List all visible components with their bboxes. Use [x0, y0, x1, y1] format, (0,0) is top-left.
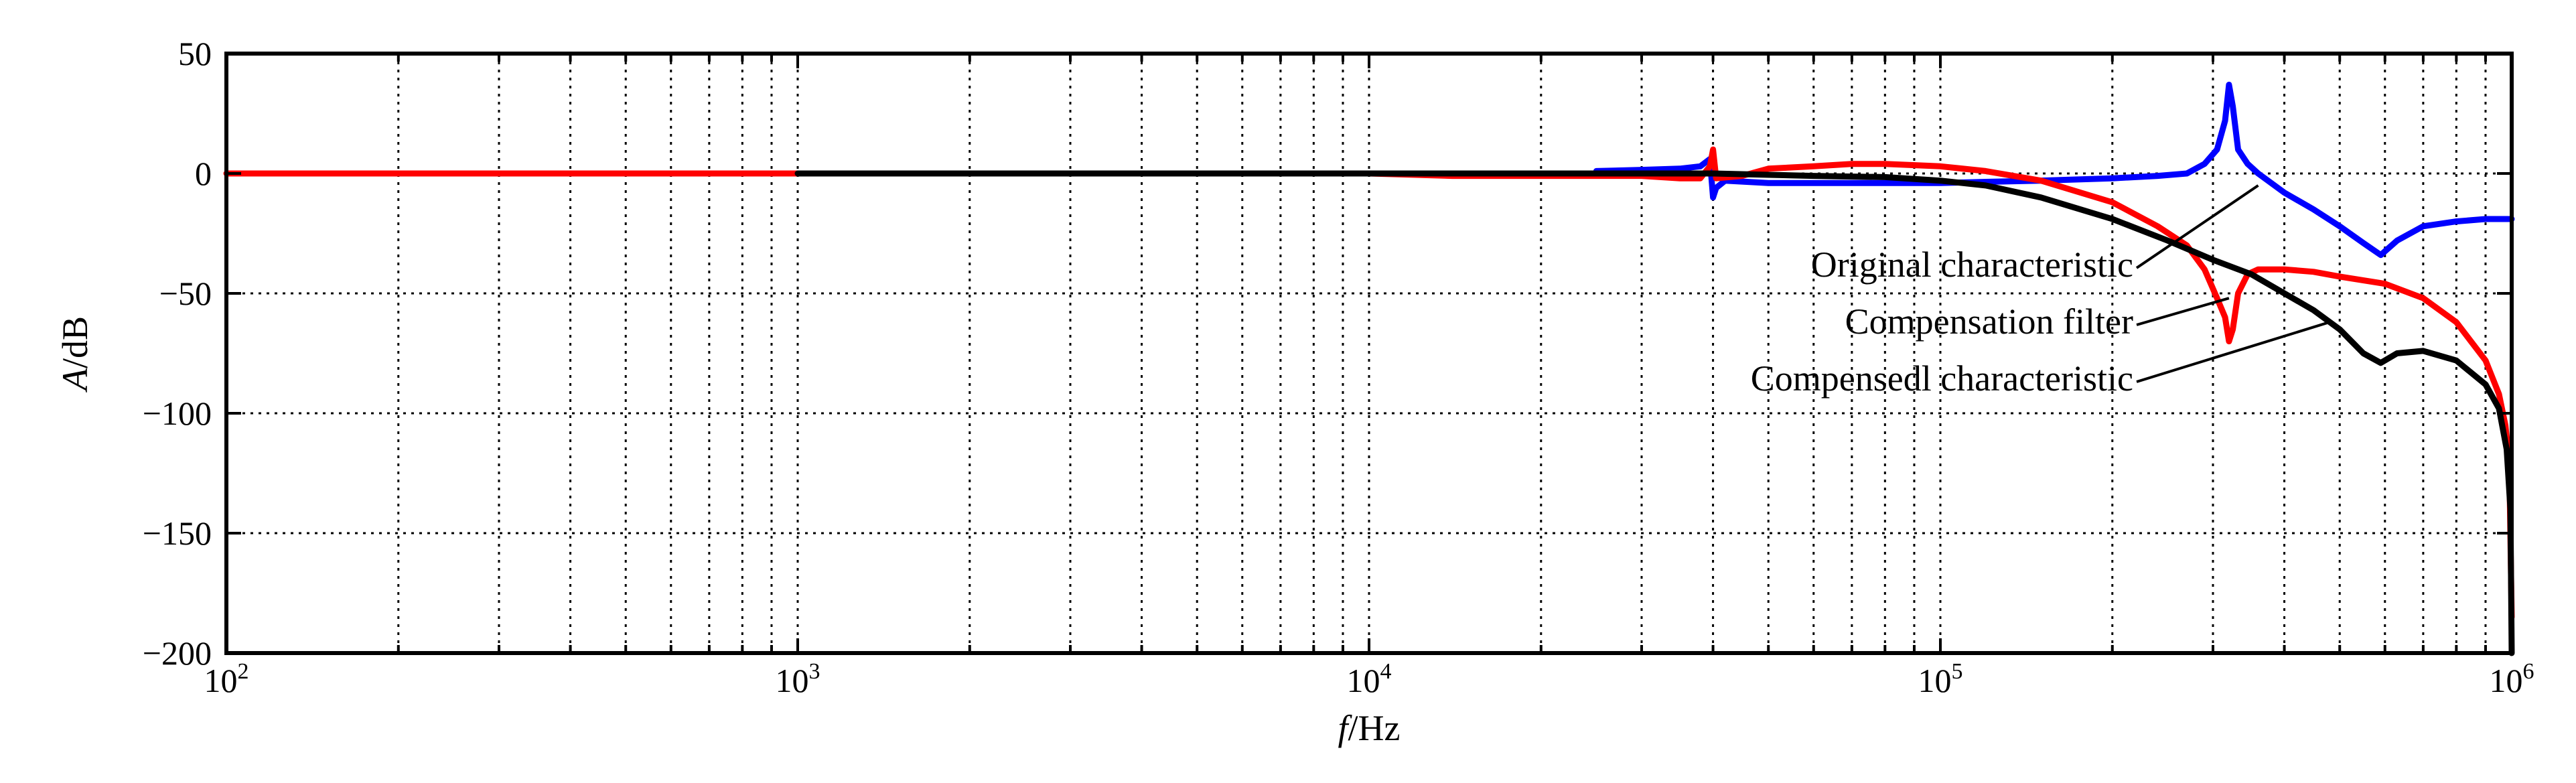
x-axis-label-unit: /Hz — [1348, 708, 1401, 748]
grid-lines — [226, 54, 2512, 653]
annotation-compensation-filter: Compensation filter — [1845, 301, 2133, 342]
series-layer — [223, 82, 2515, 656]
x-tick-label: 106 — [2490, 659, 2534, 699]
y-axis-label: A/dB — [55, 316, 95, 393]
annotation-leaders — [2135, 184, 2330, 383]
x-tick-label: 104 — [1347, 659, 1392, 699]
x-tick-label: 102 — [204, 659, 249, 699]
x-axis-label: f/Hz — [1338, 708, 1401, 748]
annotation-original-characteristic: Original characteristic — [1811, 244, 2133, 285]
x-tick-labels: 102 103 104 105 106 — [204, 659, 2534, 699]
y-tick-label: −100 — [143, 395, 212, 432]
y-tick-labels: 50 0 −50 −100 −150 −200 — [143, 35, 212, 672]
x-tick-label: 103 — [776, 659, 820, 699]
x-tick-label: 105 — [1918, 659, 1963, 699]
series-line-filter — [223, 146, 2515, 620]
y-axis-label-var: A — [55, 368, 95, 393]
series-line-original — [1593, 82, 2515, 259]
leader-compensated — [2136, 321, 2330, 383]
y-tick-label: −50 — [159, 275, 212, 312]
y-tick-label: 0 — [195, 155, 212, 192]
leader-filter — [2136, 297, 2230, 326]
y-tick-label: −150 — [143, 514, 212, 552]
leader-original — [2135, 184, 2259, 269]
y-axis-label-unit: /dB — [55, 316, 95, 368]
annotation-compensated-characteristic: Compensedl characteristic — [1751, 358, 2133, 399]
series-line-compensated — [794, 170, 2515, 656]
y-tick-label: −200 — [143, 634, 212, 672]
plot-frame — [224, 52, 2514, 655]
y-tick-label: 50 — [178, 35, 212, 72]
